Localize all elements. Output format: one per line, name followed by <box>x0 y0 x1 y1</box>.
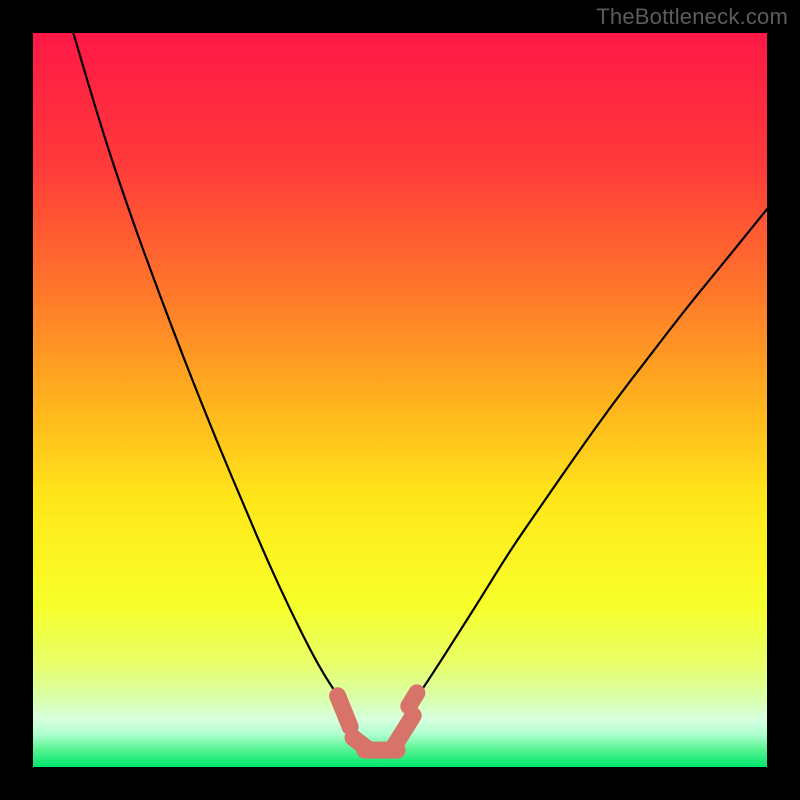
bottleneck-chart <box>0 0 800 800</box>
highlight-segment <box>338 696 350 727</box>
plot-gradient-background <box>33 33 767 767</box>
watermark-text: TheBottleneck.com <box>596 4 788 30</box>
highlight-segment <box>409 693 417 706</box>
